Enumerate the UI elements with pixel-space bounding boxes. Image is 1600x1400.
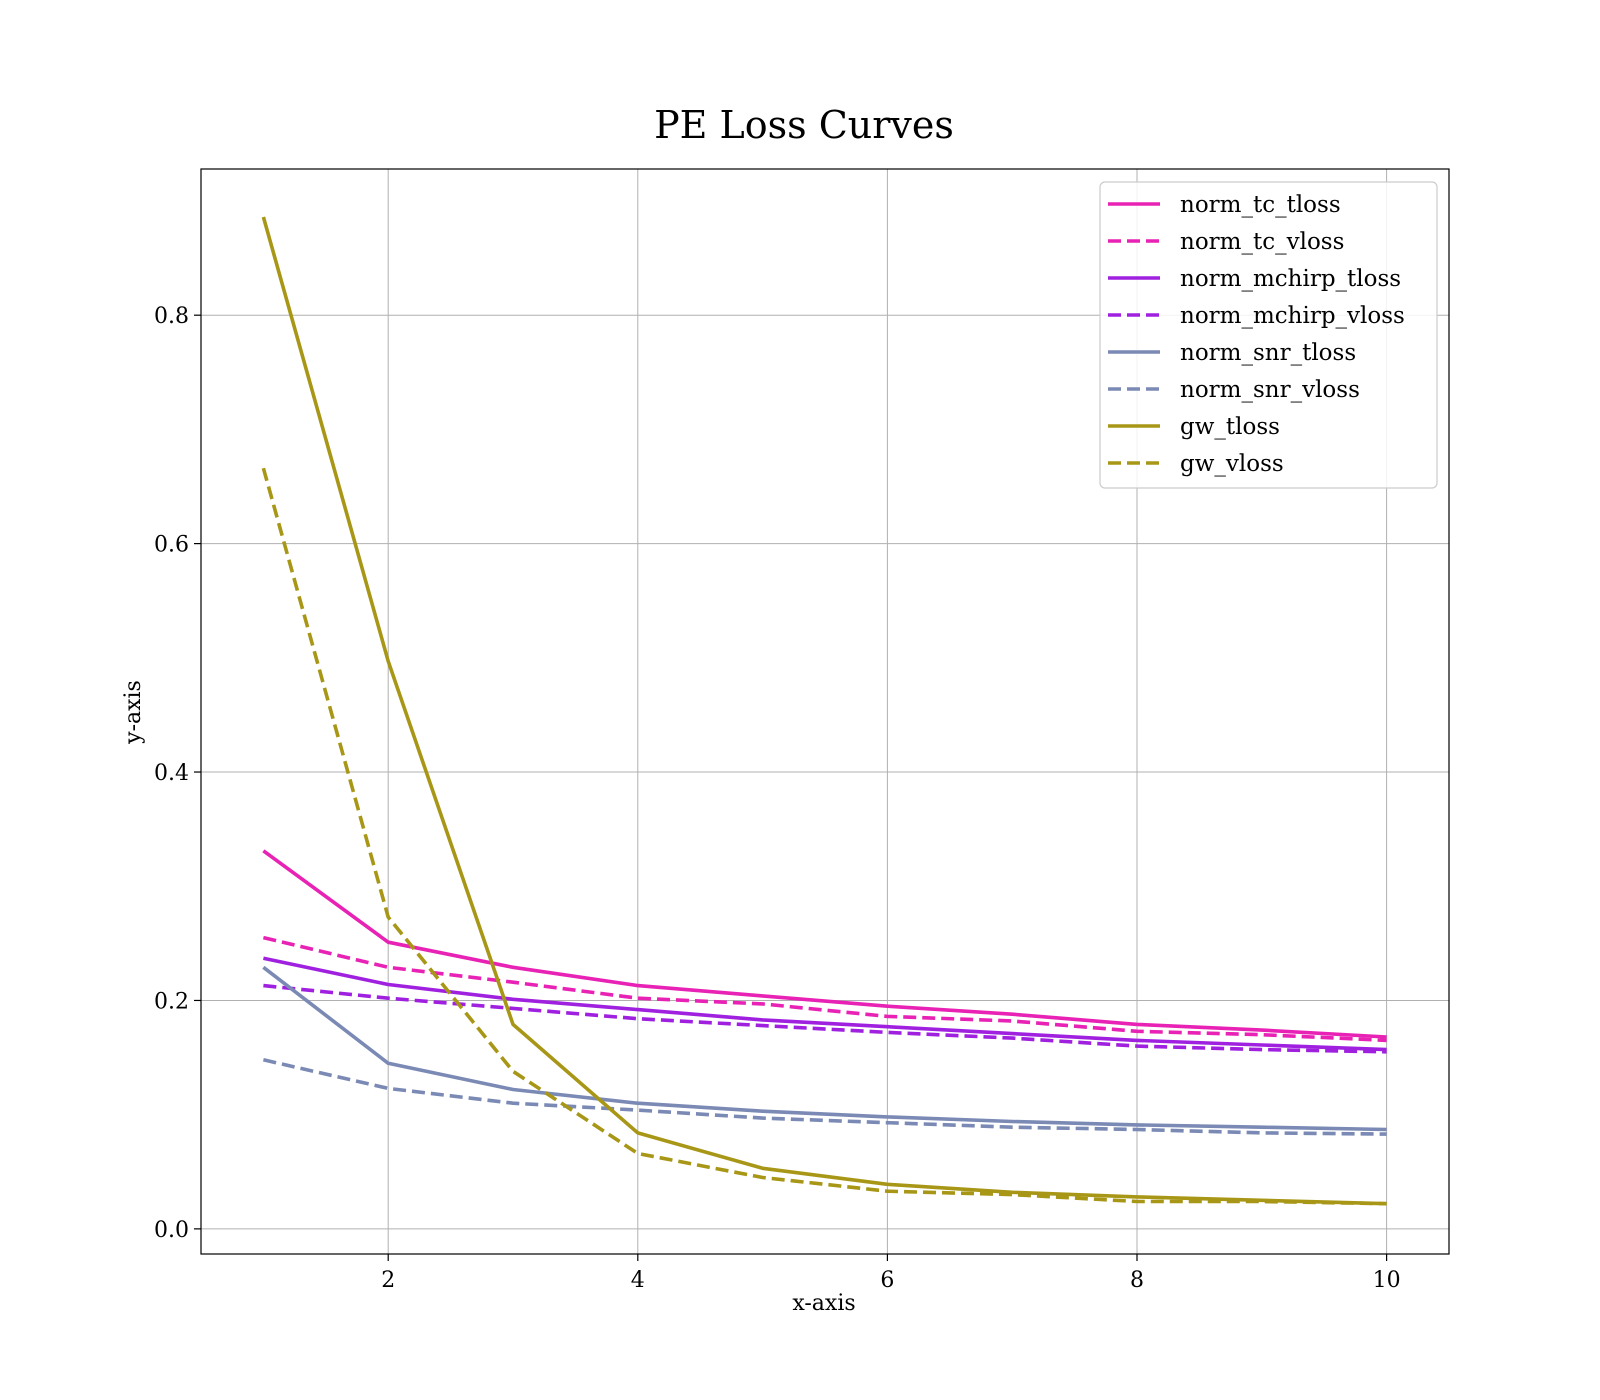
y-tick-label: 0.4 (154, 761, 189, 786)
x-tick-label: 10 (1373, 1268, 1401, 1293)
series-line-norm-snr-tloss (262, 965, 1387, 1132)
plot-frame (200, 168, 1450, 1255)
axis-ticks: 2 4 6 8 10 0.0 0.2 0.4 0.6 0.8 (154, 304, 1401, 1293)
legend-label: gw_tloss (1180, 414, 1280, 440)
legend: norm_tc_tloss norm_tc_vloss norm_mchirp_tl… (1099, 181, 1438, 489)
chart-title: PE Loss Curves (654, 103, 954, 147)
y-tick-label: 0.6 (154, 533, 189, 558)
y-tick-label: 0.0 (154, 1218, 189, 1243)
legend-label: norm_snr_vloss (1180, 377, 1360, 403)
series-line-norm-tc-tloss (262, 849, 1387, 1039)
x-tick-label: 6 (880, 1268, 894, 1293)
legend-label: norm_snr_tloss (1180, 340, 1356, 366)
y-axis-label: y-axis (121, 680, 146, 745)
series-line-norm-snr-vloss (262, 1058, 1387, 1136)
y-tick-label: 0.2 (154, 989, 189, 1014)
x-tick-label: 8 (1130, 1268, 1144, 1293)
series-line-norm-mchirp-vloss (263, 983, 1387, 1054)
x-axis-label: x-axis (792, 1291, 855, 1316)
legend-label: gw_vloss (1180, 451, 1284, 477)
legend-box (1099, 181, 1438, 489)
series-line-gw-vloss (261, 467, 1387, 1206)
legend-label: norm_tc_tloss (1180, 192, 1341, 218)
x-tick-label: 2 (381, 1268, 395, 1293)
series-line-gw-tloss (261, 216, 1387, 1206)
legend-label: norm_tc_vloss (1180, 229, 1344, 255)
x-tick-label: 4 (631, 1268, 645, 1293)
series-line-norm-tc-vloss (262, 935, 1387, 1043)
plot-area (261, 216, 1387, 1206)
legend-label: norm_mchirp_vloss (1180, 303, 1405, 329)
legend-label: norm_mchirp_tloss (1180, 266, 1401, 292)
series-lines (261, 216, 1387, 1206)
y-tick-label: 0.8 (154, 304, 189, 329)
